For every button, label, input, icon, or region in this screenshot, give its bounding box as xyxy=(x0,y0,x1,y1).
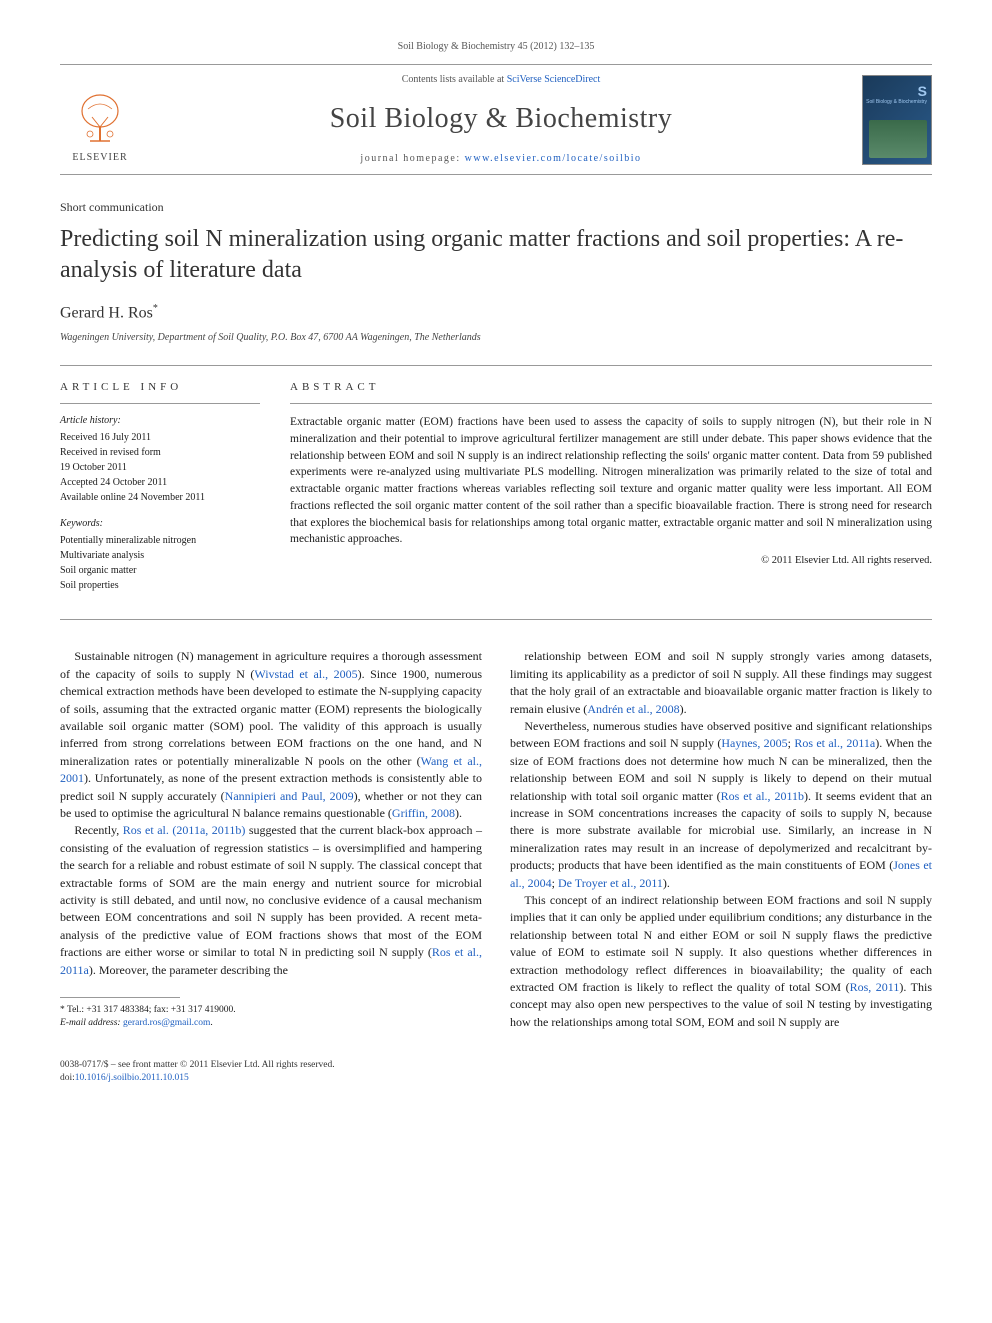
author-footnote-mark: * xyxy=(153,303,158,314)
history-online: Available online 24 November 2011 xyxy=(60,490,260,505)
homepage-link[interactable]: www.elsevier.com/locate/soilbio xyxy=(465,153,642,164)
history-revised-date: 19 October 2011 xyxy=(60,460,260,475)
citation-link[interactable]: Haynes, 2005 xyxy=(721,736,787,750)
journal-masthead: ELSEVIER Contents lists available at Sci… xyxy=(60,64,932,175)
keyword-item: Multivariate analysis xyxy=(60,548,260,563)
body-paragraph: relationship between EOM and soil N supp… xyxy=(510,648,932,718)
cover-subtitle: Soil Biology & Biochemistry xyxy=(866,100,927,106)
article-body: Sustainable nitrogen (N) management in a… xyxy=(60,648,932,1031)
article-info-heading: ARTICLE INFO xyxy=(60,380,260,404)
citation-link[interactable]: Andrén et al., 2008 xyxy=(587,702,679,716)
homepage-line: journal homepage: www.elsevier.com/locat… xyxy=(156,152,846,166)
body-text: ). Moreover, the parameter describing th… xyxy=(89,963,288,977)
body-text: ). xyxy=(663,876,670,890)
homepage-prefix: journal homepage: xyxy=(360,153,464,164)
author-affiliation: Wageningen University, Department of Soi… xyxy=(60,331,932,345)
keyword-item: Soil properties xyxy=(60,578,260,593)
history-received: Received 16 July 2011 xyxy=(60,430,260,445)
author-name: Gerard H. Ros* xyxy=(60,302,932,325)
abstract-text: Extractable organic matter (EOM) fractio… xyxy=(290,414,932,547)
footer-doi-link[interactable]: 10.1016/j.soilbio.2011.10.015 xyxy=(75,1073,189,1083)
sciverse-link[interactable]: SciVerse ScienceDirect xyxy=(507,74,601,85)
history-revised-label: Received in revised form xyxy=(60,445,260,460)
article-title: Predicting soil N mineralization using o… xyxy=(60,224,932,286)
history-accepted: Accepted 24 October 2011 xyxy=(60,475,260,490)
body-text: ). xyxy=(680,702,687,716)
keywords-title: Keywords: xyxy=(60,517,260,531)
citation-link[interactable]: Ros et al. (2011a, 2011b) xyxy=(123,823,246,837)
article-type: Short communication xyxy=(60,199,932,216)
citation-link[interactable]: Nannipieri and Paul, 2009 xyxy=(225,789,354,803)
body-paragraph: This concept of an indirect relationship… xyxy=(510,892,932,1031)
citation-link[interactable]: Ros et al., 2011b xyxy=(721,789,804,803)
body-paragraph: Nevertheless, numerous studies have obse… xyxy=(510,718,932,892)
footnote-tel: * Tel.: +31 317 483384; fax: +31 317 419… xyxy=(60,1004,482,1017)
keyword-item: Potentially mineralizable nitrogen xyxy=(60,533,260,548)
corresponding-author-footnote: * Tel.: +31 317 483384; fax: +31 317 419… xyxy=(60,1004,482,1031)
abstract-heading: ABSTRACT xyxy=(290,380,932,404)
header-citation: Soil Biology & Biochemistry 45 (2012) 13… xyxy=(60,40,932,54)
elsevier-tree-icon xyxy=(70,89,130,149)
citation-link[interactable]: Griffin, 2008 xyxy=(392,806,455,820)
body-paragraph: Recently, Ros et al. (2011a, 2011b) sugg… xyxy=(60,822,482,979)
body-paragraph: Sustainable nitrogen (N) management in a… xyxy=(60,648,482,822)
footer-copyright: 0038-0717/$ – see front matter © 2011 El… xyxy=(60,1059,932,1072)
contents-line: Contents lists available at SciVerse Sci… xyxy=(156,73,846,87)
body-text: Recently, xyxy=(74,823,122,837)
contents-prefix: Contents lists available at xyxy=(402,74,507,85)
footnote-separator xyxy=(60,997,180,998)
page-footer: 0038-0717/$ – see front matter © 2011 El… xyxy=(60,1059,932,1086)
body-text: relationship between EOM and soil N supp… xyxy=(510,649,932,715)
journal-title: Soil Biology & Biochemistry xyxy=(156,99,846,138)
citation-link[interactable]: Ros, 2011 xyxy=(850,980,900,994)
citation-link[interactable]: Wivstad et al., 2005 xyxy=(254,667,357,681)
abstract-column: ABSTRACT Extractable organic matter (EOM… xyxy=(290,380,932,605)
journal-cover-thumbnail: S Soil Biology & Biochemistry xyxy=(862,75,932,165)
body-text: ). Since 1900, numerous chemical extract… xyxy=(60,667,482,768)
article-info-column: ARTICLE INFO Article history: Received 1… xyxy=(60,380,260,605)
elsevier-logo: ELSEVIER xyxy=(60,75,140,165)
footnote-suffix: . xyxy=(210,1018,212,1028)
body-text: ). xyxy=(455,806,462,820)
citation-link[interactable]: Ros et al., 2011a xyxy=(794,736,875,750)
elsevier-label: ELSEVIER xyxy=(72,151,127,165)
article-history-block: Article history: Received 16 July 2011 R… xyxy=(60,414,260,505)
cover-image-placeholder xyxy=(869,120,927,158)
history-title: Article history: xyxy=(60,414,260,428)
author-text: Gerard H. Ros xyxy=(60,305,153,322)
footnote-email-link[interactable]: gerard.ros@gmail.com xyxy=(123,1018,210,1028)
footer-doi-prefix: doi: xyxy=(60,1073,75,1083)
keyword-item: Soil organic matter xyxy=(60,563,260,578)
keywords-block: Keywords: Potentially mineralizable nitr… xyxy=(60,517,260,593)
body-text: This concept of an indirect relationship… xyxy=(510,893,932,994)
footnote-email-label: E-mail address: xyxy=(60,1018,123,1028)
abstract-copyright: © 2011 Elsevier Ltd. All rights reserved… xyxy=(290,554,932,569)
body-text: suggested that the current black-box app… xyxy=(60,823,482,959)
citation-link[interactable]: De Troyer et al., 2011 xyxy=(558,876,663,890)
